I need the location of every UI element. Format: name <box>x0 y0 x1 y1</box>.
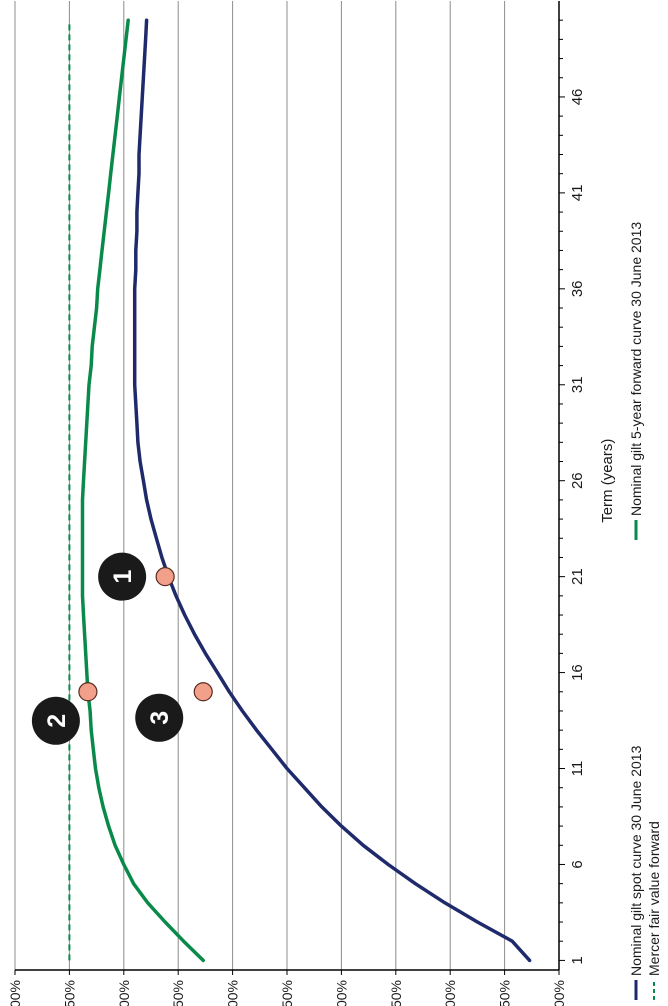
label-layer: 0.00% 0.50% 1.00% 1.50% 2.00% 2.50% 3.00% 3.50%… <box>7 89 616 1006</box>
term-tick-label: 6 <box>569 860 586 868</box>
value-tick-label: 4.50% <box>61 980 77 1006</box>
value-tick-label: 1.50% <box>388 980 404 1006</box>
annotation-badge <box>135 693 184 742</box>
value-tick-label: 2.00% <box>333 980 349 1006</box>
value-tick-label: 3.50% <box>170 980 186 1006</box>
term-tick-label: 11 <box>569 761 586 777</box>
value-tick-label: 0.00% <box>551 980 567 1006</box>
term-axis-title: Term (years) <box>599 439 616 523</box>
gridlines <box>14 1 560 970</box>
term-tick-label: 31 <box>569 376 586 393</box>
legend-label: Nominal gilt 5-year forward curve 30 Jun… <box>628 222 644 516</box>
term-tick-label: 16 <box>569 664 586 681</box>
term-tick-label: 1 <box>569 956 586 964</box>
value-tick-label: 5.00% <box>7 980 23 1006</box>
series-layer <box>68 18 532 963</box>
annotation-badge <box>31 696 80 745</box>
value-tick-label: 3.00% <box>225 980 241 1006</box>
legend-label: Nominal gilt spot curve 30 June 2013 <box>628 745 644 976</box>
annotation-badge-label: 2 <box>43 714 71 728</box>
legend-layer: Nominal gilt spot curve 30 June 2013 Merc… <box>628 222 662 1000</box>
term-tick-label: 36 <box>569 280 586 297</box>
term-tick-label: 46 <box>569 89 586 106</box>
term-tick-label: 41 <box>569 185 586 202</box>
term-tick-label: 21 <box>569 568 586 585</box>
value-tick-label: 4.00% <box>116 980 132 1006</box>
series-line <box>80 18 205 963</box>
annotation-badge-label: 3 <box>146 711 174 725</box>
value-tick-label: 0.50% <box>497 980 513 1006</box>
value-tick-label: 2.50% <box>279 980 295 1006</box>
series-line <box>132 18 532 963</box>
axis-layer <box>14 1 565 975</box>
annotation-marker <box>193 682 213 702</box>
annotation-badge-label: 1 <box>109 570 137 584</box>
annotation-badge <box>98 552 147 601</box>
annotation-marker <box>155 567 175 587</box>
legend-label: Mercer fair value forward <box>646 821 662 976</box>
annotation-marker <box>78 682 98 702</box>
value-tick-label: 1.00% <box>442 980 458 1006</box>
term-tick-label: 26 <box>569 472 586 489</box>
annotation-layer: 1 2 3 <box>31 552 213 745</box>
